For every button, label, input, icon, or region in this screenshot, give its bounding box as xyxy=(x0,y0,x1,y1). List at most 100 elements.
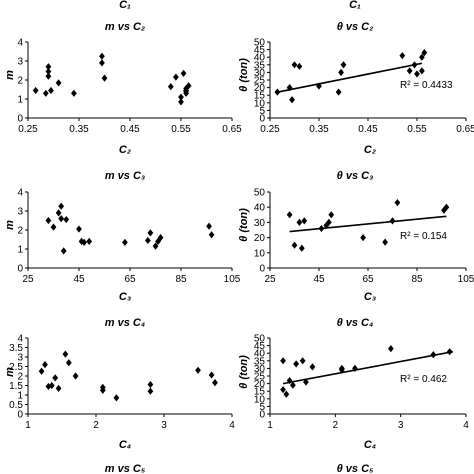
y-tick-label: 2.5 xyxy=(9,362,23,373)
data-point xyxy=(147,380,154,389)
y-tick-label: 30 xyxy=(254,364,266,375)
data-point xyxy=(101,74,108,82)
r-squared-label: R² = 0.462 xyxy=(400,374,447,385)
data-point xyxy=(65,359,72,367)
y-tick-label: 10 xyxy=(254,394,266,405)
x-tick-label: 3 xyxy=(161,420,167,431)
panel-4-xlabel: C₃ xyxy=(364,291,376,303)
data-point xyxy=(303,378,309,386)
partial-title-bottom-right: θ vs C₅ xyxy=(337,463,374,474)
y-tick-label: 50 xyxy=(254,38,266,49)
data-point xyxy=(296,62,303,70)
data-point xyxy=(42,361,48,369)
data-point xyxy=(443,203,450,211)
data-point xyxy=(178,98,184,106)
data-point xyxy=(206,222,212,230)
data-point xyxy=(152,242,159,250)
data-point xyxy=(45,67,52,76)
y-tick-label: 4 xyxy=(17,188,23,199)
y-tick-label: 20 xyxy=(254,83,266,94)
y-tick-label: 2 xyxy=(17,226,23,237)
data-point xyxy=(309,363,316,371)
y-tick-label: 0 xyxy=(17,264,23,275)
data-point xyxy=(291,61,298,69)
data-point xyxy=(419,53,425,61)
y-tick-label: 0 xyxy=(17,410,23,421)
data-point xyxy=(298,244,305,252)
data-point xyxy=(208,231,215,239)
x-tick-label: 3 xyxy=(398,420,404,431)
data-point xyxy=(167,83,174,91)
data-point xyxy=(173,73,179,81)
panel-3-title: m vs C₃ xyxy=(105,170,145,182)
data-point xyxy=(340,61,347,69)
partial-title-bottom-left: m vs C₅ xyxy=(105,463,146,474)
data-point xyxy=(394,199,401,207)
data-point xyxy=(399,52,406,60)
data-point xyxy=(45,382,52,391)
data-point xyxy=(99,386,106,394)
panel-6-title: θ vs C₄ xyxy=(337,317,374,329)
r-squared-label: R² = 0.154 xyxy=(400,231,447,242)
y-tick-label: 35 xyxy=(254,356,266,367)
partial-title-top-left: C₁ xyxy=(119,0,131,11)
x-tick-label: 4 xyxy=(463,420,469,431)
data-point xyxy=(99,52,105,60)
x-tick-label: 65 xyxy=(362,274,374,285)
data-point xyxy=(42,89,49,97)
data-point xyxy=(157,234,164,242)
panel-5-ylabel: m xyxy=(4,367,16,377)
panel-6-xlabel: C₄ xyxy=(364,439,376,451)
x-tick-label: 2 xyxy=(93,420,99,431)
data-point xyxy=(414,70,420,78)
x-tick-label: 45 xyxy=(313,274,325,285)
data-point xyxy=(147,387,154,395)
y-tick-label: 30 xyxy=(254,68,266,79)
data-point xyxy=(52,374,59,382)
y-tick-label: 35 xyxy=(254,60,266,71)
y-tick-label: 2 xyxy=(17,76,23,87)
data-point xyxy=(387,345,394,353)
y-tick-label: 25 xyxy=(254,372,266,383)
y-tick-label: 20 xyxy=(254,233,266,244)
x-tick-label: 0.65 xyxy=(456,124,474,135)
trend-line xyxy=(282,350,454,385)
y-tick-label: 1 xyxy=(17,95,23,106)
x-tick-label: 105 xyxy=(224,274,241,285)
data-point xyxy=(325,218,332,226)
data-point xyxy=(286,211,293,219)
y-tick-label: 10 xyxy=(254,248,266,259)
y-tick-label: 3 xyxy=(17,207,23,218)
x-tick-label: 85 xyxy=(411,274,423,285)
data-point xyxy=(185,82,192,90)
data-point xyxy=(328,211,335,219)
x-tick-label: 0.35 xyxy=(309,124,329,135)
data-point xyxy=(45,63,52,71)
x-tick-label: 0.45 xyxy=(120,124,140,135)
data-point xyxy=(274,88,281,96)
data-point xyxy=(55,209,62,217)
x-tick-label: 0.25 xyxy=(260,124,280,135)
x-tick-label: 85 xyxy=(175,274,187,285)
x-tick-label: 25 xyxy=(264,274,276,285)
trend-line xyxy=(289,215,447,233)
data-point xyxy=(60,247,67,255)
panel-2-ylabel: θ (ton) xyxy=(238,58,250,92)
y-tick-label: 50 xyxy=(254,334,266,345)
data-point xyxy=(430,351,437,359)
r-squared-label: R² = 0.4433 xyxy=(400,80,453,91)
y-tick-label: 1 xyxy=(17,245,23,256)
x-tick-label: 0.35 xyxy=(69,124,89,135)
data-point xyxy=(32,86,39,95)
y-tick-label: 2 xyxy=(17,372,23,383)
data-point xyxy=(338,364,345,372)
data-point xyxy=(55,79,62,87)
x-tick-label: 25 xyxy=(22,274,34,285)
panel-2-xlabel: C₂ xyxy=(364,144,376,156)
data-point xyxy=(99,59,105,67)
data-point xyxy=(63,215,70,224)
data-point xyxy=(289,381,296,389)
data-point xyxy=(419,67,425,75)
x-tick-label: 45 xyxy=(73,274,85,285)
